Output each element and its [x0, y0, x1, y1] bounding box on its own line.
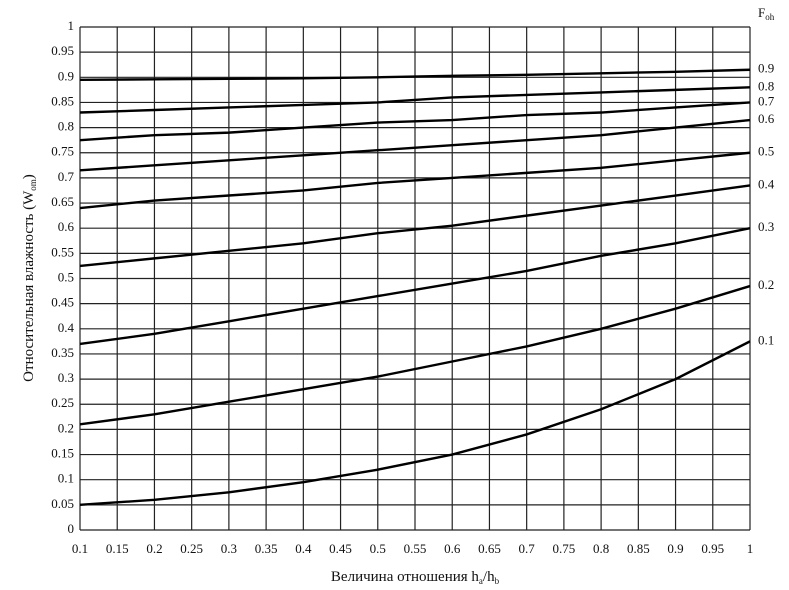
series-label: 0.1	[758, 332, 774, 347]
series-line	[79, 151, 751, 210]
series-label: 0.5	[758, 144, 774, 159]
y-tick-label: 0.45	[51, 295, 74, 310]
x-tick-label: 0.35	[255, 541, 278, 556]
y-axis-title: Относительная влажность (Wom)	[21, 174, 38, 382]
legend-title-main: F	[758, 5, 765, 20]
y-tick-label: 0.2	[58, 420, 74, 435]
y-tick-label: 0.35	[51, 345, 74, 360]
y-tick-label: 0.6	[58, 219, 75, 234]
y-tick-label: 0.9	[58, 68, 74, 83]
y-tick-label: 0.55	[51, 244, 74, 259]
y-title-part: Относительная влажность (W	[21, 190, 37, 382]
x-title-sub: a	[479, 576, 483, 586]
y-tick-label: 0.25	[51, 395, 74, 410]
x-tick-label: 0.4	[295, 541, 312, 556]
x-axis-title: Величина отношения ha/hb	[331, 569, 500, 586]
y-tick-label: 0.05	[51, 496, 74, 511]
x-tick-label: 0.25	[180, 541, 203, 556]
x-tick-label: 0.8	[593, 541, 609, 556]
legend-title: Foh	[758, 5, 775, 22]
x-tick-label: 0.85	[627, 541, 650, 556]
series-line	[79, 86, 751, 114]
y-tick-label: 0.7	[58, 169, 75, 184]
series-label: 0.7	[758, 93, 775, 108]
x-tick-label: 0.55	[404, 541, 427, 556]
x-tick-label: 0.15	[106, 541, 129, 556]
x-tick-label: 0.6	[444, 541, 461, 556]
y-tick-label: 0.8	[58, 119, 74, 134]
y-tick-label: 0.15	[51, 446, 74, 461]
x-tick-label: 0.9	[667, 541, 683, 556]
y-tick-label: 0.95	[51, 43, 74, 58]
y-tick-label: 0.75	[51, 144, 74, 159]
series-label: 0.2	[758, 277, 774, 292]
y-tick-label: 0.4	[58, 320, 75, 335]
y-tick-label: 0.5	[58, 269, 74, 284]
y-title-sub: om	[28, 179, 38, 191]
legend-title-sub: oh	[765, 12, 775, 22]
series-line	[79, 184, 751, 268]
x-tick-label: 0.75	[553, 541, 576, 556]
x-tick-label: 0.5	[370, 541, 386, 556]
x-title-part: /h	[483, 569, 495, 585]
x-tick-label: 0.45	[329, 541, 352, 556]
y-tick-label: 0.1	[58, 471, 74, 486]
series-label: 0.9	[758, 61, 774, 76]
x-title-part: Величина отношения h	[331, 569, 479, 585]
series-label: 0.8	[758, 78, 774, 93]
series-line	[79, 118, 751, 172]
y-tick-label: 1	[68, 18, 75, 33]
series-line	[79, 68, 751, 82]
series-label: 0.3	[758, 219, 774, 234]
series-label: 0.6	[758, 111, 775, 126]
x-title-sub: b	[495, 576, 500, 586]
series-line	[79, 227, 751, 346]
x-tick-label: 0.1	[72, 541, 88, 556]
series-label: 0.4	[758, 176, 775, 191]
x-tick-label: 1	[747, 541, 754, 556]
x-tick-label: 0.7	[519, 541, 536, 556]
y-tick-label: 0	[68, 521, 75, 536]
x-tick-label: 0.2	[146, 541, 162, 556]
series-line	[79, 101, 751, 142]
series-line	[79, 284, 751, 426]
x-tick-label: 0.3	[221, 541, 237, 556]
y-title-part: )	[21, 174, 37, 179]
series-line	[79, 340, 751, 507]
y-tick-label: 0.65	[51, 194, 74, 209]
x-tick-label: 0.65	[478, 541, 501, 556]
x-tick-label: 0.95	[701, 541, 724, 556]
y-tick-label: 0.3	[58, 370, 74, 385]
y-tick-label: 0.85	[51, 93, 74, 108]
